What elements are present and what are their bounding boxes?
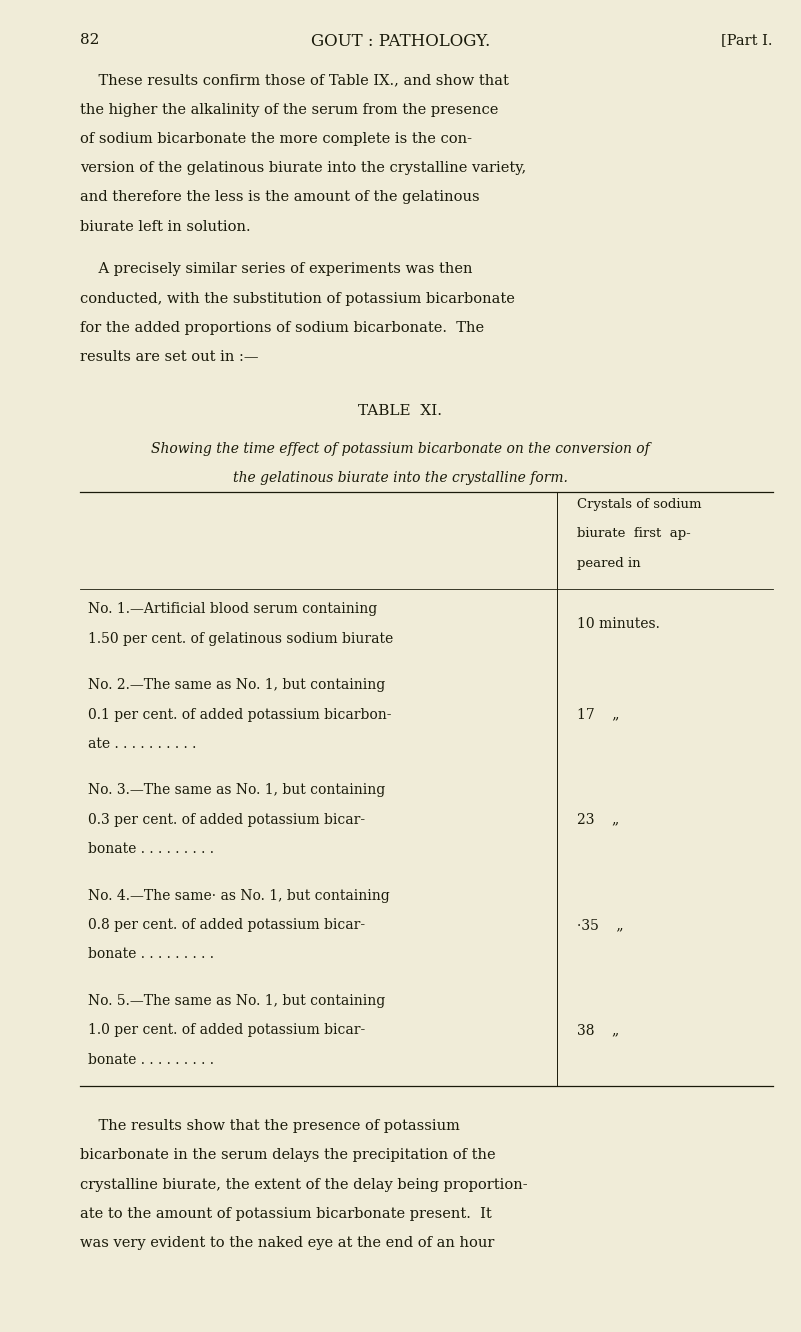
Text: ·35    „: ·35 „ (577, 918, 623, 932)
Text: Crystals of sodium: Crystals of sodium (577, 498, 701, 511)
Text: 23    „: 23 „ (577, 813, 619, 827)
Text: [Part I.: [Part I. (722, 33, 773, 48)
Text: peared in: peared in (577, 557, 640, 570)
Text: crystalline biurate, the extent of the delay being proportion-: crystalline biurate, the extent of the d… (80, 1177, 528, 1192)
Text: 0.8 per cent. of added potassium bicar-: 0.8 per cent. of added potassium bicar- (88, 918, 365, 932)
Text: No. 5.—The same as No. 1, but containing: No. 5.—The same as No. 1, but containing (88, 994, 385, 1008)
Text: 1.0 per cent. of added potassium bicar-: 1.0 per cent. of added potassium bicar- (88, 1023, 365, 1038)
Text: No. 3.—The same as No. 1, but containing: No. 3.—The same as No. 1, but containing (88, 783, 385, 798)
Text: No. 1.—Artificial blood serum containing: No. 1.—Artificial blood serum containing (88, 602, 377, 617)
Text: and therefore the less is the amount of the gelatinous: and therefore the less is the amount of … (80, 190, 480, 205)
Text: bonate . . . . . . . . .: bonate . . . . . . . . . (88, 947, 214, 962)
Text: the gelatinous biurate into the crystalline form.: the gelatinous biurate into the crystall… (233, 472, 568, 485)
Text: ate to the amount of potassium bicarbonate present.  It: ate to the amount of potassium bicarbona… (80, 1207, 492, 1221)
Text: The results show that the presence of potassium: The results show that the presence of po… (80, 1119, 460, 1134)
Text: No. 4.—The same· as No. 1, but containing: No. 4.—The same· as No. 1, but containin… (88, 888, 390, 903)
Text: These results confirm those of Table IX., and show that: These results confirm those of Table IX.… (80, 73, 509, 88)
Text: biurate  first  ap-: biurate first ap- (577, 527, 690, 541)
Text: 38    „: 38 „ (577, 1023, 619, 1038)
Text: ate . . . . . . . . . .: ate . . . . . . . . . . (88, 737, 196, 751)
Text: the higher the alkalinity of the serum from the presence: the higher the alkalinity of the serum f… (80, 103, 498, 117)
Text: 82: 82 (80, 33, 99, 48)
Text: TABLE  XI.: TABLE XI. (359, 404, 442, 418)
Text: was very evident to the naked eye at the end of an hour: was very evident to the naked eye at the… (80, 1236, 494, 1251)
Text: bonate . . . . . . . . .: bonate . . . . . . . . . (88, 1052, 214, 1067)
Text: A precisely similar series of experiments was then: A precisely similar series of experiment… (80, 262, 473, 277)
Text: version of the gelatinous biurate into the crystalline variety,: version of the gelatinous biurate into t… (80, 161, 526, 176)
Text: GOUT : PATHOLOGY.: GOUT : PATHOLOGY. (311, 33, 490, 51)
Text: of sodium bicarbonate the more complete is the con-: of sodium bicarbonate the more complete … (80, 132, 472, 147)
Text: bicarbonate in the serum delays the precipitation of the: bicarbonate in the serum delays the prec… (80, 1148, 496, 1163)
Text: 17    „: 17 „ (577, 707, 619, 722)
Text: bonate . . . . . . . . .: bonate . . . . . . . . . (88, 842, 214, 856)
Text: 0.1 per cent. of added potassium bicarbon-: 0.1 per cent. of added potassium bicarbo… (88, 707, 392, 722)
Text: Showing the time effect of potassium bicarbonate on the conversion of: Showing the time effect of potassium bic… (151, 442, 650, 456)
Text: biurate left in solution.: biurate left in solution. (80, 220, 251, 234)
Text: 10 minutes.: 10 minutes. (577, 617, 659, 631)
Text: conducted, with the substitution of potassium bicarbonate: conducted, with the substitution of pota… (80, 292, 515, 306)
Text: results are set out in :—: results are set out in :— (80, 350, 259, 365)
Text: for the added proportions of sodium bicarbonate.  The: for the added proportions of sodium bica… (80, 321, 485, 336)
Text: 1.50 per cent. of gelatinous sodium biurate: 1.50 per cent. of gelatinous sodium biur… (88, 631, 393, 646)
Text: 0.3 per cent. of added potassium bicar-: 0.3 per cent. of added potassium bicar- (88, 813, 365, 827)
Text: No. 2.—The same as No. 1, but containing: No. 2.—The same as No. 1, but containing (88, 678, 385, 693)
